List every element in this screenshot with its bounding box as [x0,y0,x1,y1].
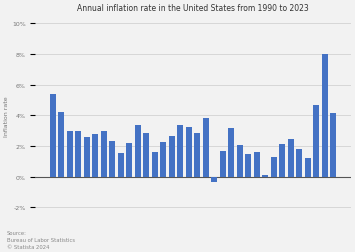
Bar [313,105,320,177]
Bar [92,134,98,177]
Bar [194,133,201,177]
Bar [288,140,294,177]
Text: Source:
Bureau of Labor Statistics
© Statista 2024: Source: Bureau of Labor Statistics © Sta… [7,231,75,249]
Y-axis label: Inflation rate: Inflation rate [4,96,9,136]
Bar [152,153,158,177]
Bar [203,118,209,177]
Bar [169,136,175,177]
Title: Annual inflation rate in the United States from 1990 to 2023: Annual inflation rate in the United Stat… [77,4,309,13]
Bar [143,134,149,177]
Bar [305,158,311,177]
Bar [58,113,64,177]
Bar [177,125,184,177]
Bar [135,125,141,177]
Bar [262,175,268,177]
Bar [118,153,124,177]
Bar [237,145,243,177]
Bar [296,149,302,177]
Bar [160,142,166,177]
Bar [220,152,226,177]
Bar [101,131,107,177]
Bar [67,131,73,177]
Bar [254,152,260,177]
Bar [211,177,218,182]
Bar [271,158,277,177]
Bar [84,137,90,177]
Bar [50,94,56,177]
Bar [322,55,328,177]
Bar [186,128,192,177]
Bar [228,129,234,177]
Bar [245,155,251,177]
Bar [279,144,285,177]
Bar [331,114,337,177]
Bar [75,131,81,177]
Bar [109,142,115,177]
Bar [126,143,132,177]
